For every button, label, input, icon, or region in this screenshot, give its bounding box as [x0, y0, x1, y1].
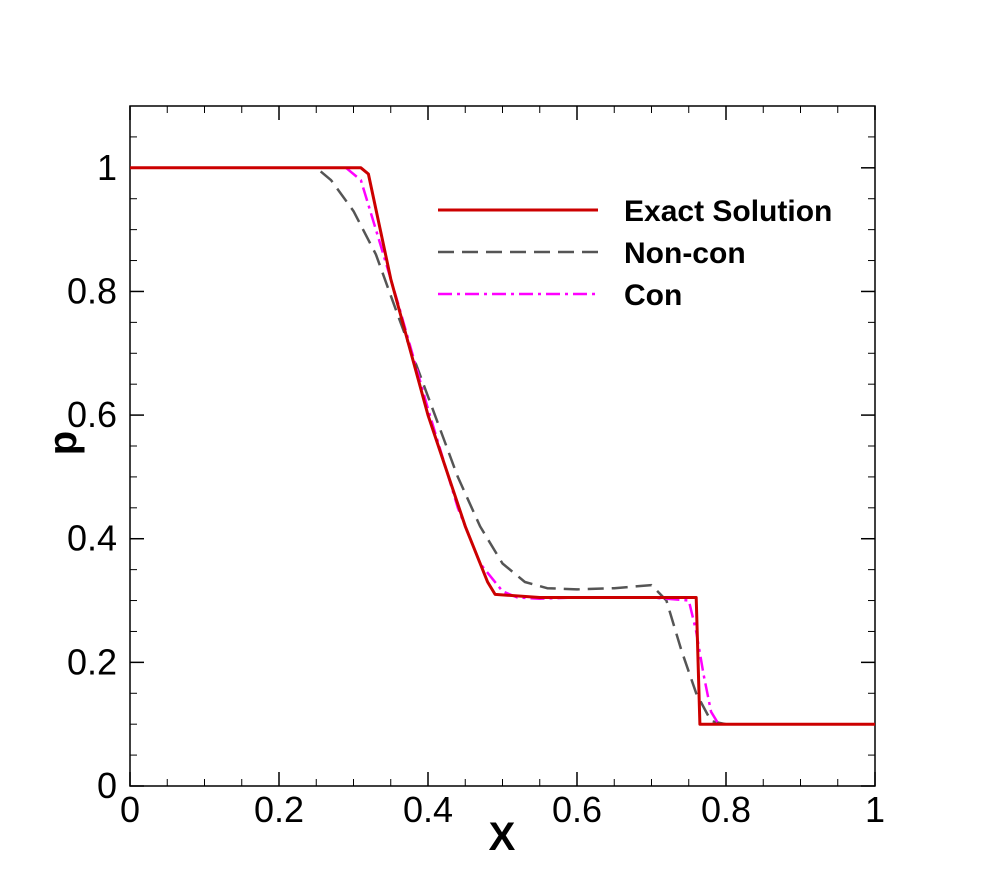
- series-line-exact-solution: [130, 166, 875, 726]
- y-tick-labels: 0 0.2 0.4 0.6 0.8 1: [67, 147, 117, 806]
- major-ticks: [129, 106, 876, 787]
- legend-label: Exact Solution: [624, 195, 832, 228]
- x-tick-label: 0.2: [254, 789, 304, 830]
- y-axis-label: p: [41, 431, 85, 455]
- x-tick-label: 0.8: [701, 789, 751, 830]
- x-tick-labels: 0 0.2 0.4 0.6 0.8 1: [120, 789, 885, 830]
- x-axis-label: X: [489, 815, 516, 859]
- y-tick-label: 1: [97, 147, 117, 188]
- legend-label: Non-con: [624, 237, 746, 270]
- y-tick-label: 0.8: [67, 270, 117, 311]
- y-tick-label: 0.4: [67, 518, 117, 559]
- series-line-non-con: [130, 166, 875, 726]
- x-tick-label: 0.6: [552, 789, 602, 830]
- legend: Exact Solution Non-con Con: [438, 195, 832, 312]
- minor-ticks: [130, 106, 875, 786]
- y-tick-label: 0.2: [67, 641, 117, 682]
- series-line-con: [130, 166, 875, 726]
- x-tick-label: 0.4: [403, 789, 453, 830]
- y-tick-label: 0: [97, 765, 117, 806]
- y-tick-label: 0.6: [67, 394, 117, 435]
- series-layer: [130, 166, 875, 726]
- legend-label: Con: [624, 279, 682, 312]
- x-tick-label: 0: [120, 789, 140, 830]
- x-tick-label: 1: [865, 789, 885, 830]
